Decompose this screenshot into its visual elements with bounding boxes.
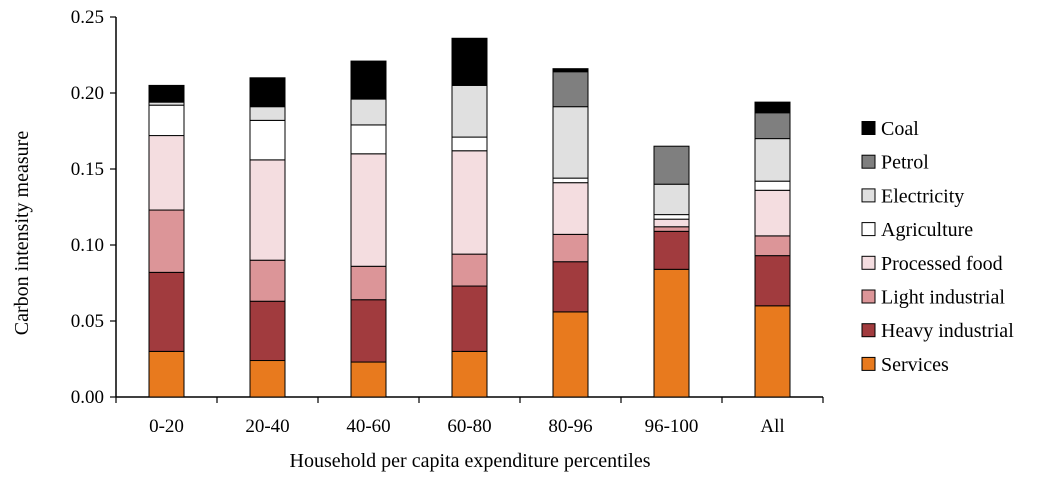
y-tick-label: 0.10	[71, 235, 104, 256]
bar-segment-heavy-industrial	[552, 261, 589, 313]
bar-segment-electricity	[653, 183, 690, 216]
x-axis-title: Household per capita expenditure percent…	[290, 450, 651, 472]
bar-segment-services	[552, 311, 589, 398]
bar-segment-heavy-industrial	[249, 300, 286, 362]
legend-label-agriculture: Agriculture	[881, 219, 973, 241]
bar-segment-coal	[249, 77, 286, 108]
bar-segment-processed-food	[451, 150, 488, 255]
y-axis: 0.00 0.05 0.10 0.15 0.20 0.25	[71, 7, 117, 408]
y-tick-label: 0.00	[71, 387, 104, 408]
bar-segment-light-industrial	[754, 235, 791, 257]
y-tick-label: 0.25	[71, 7, 104, 28]
x-tick-label: 40-60	[346, 416, 390, 437]
legend: Coal Petrol Electricity Agriculture Processe…	[861, 118, 1014, 376]
x-axis: 0-20 20-40 40-60 60-80 80-96 96-100 All	[115, 396, 824, 437]
bar-segment-coal	[552, 68, 589, 73]
bar-segment-services	[249, 360, 286, 398]
bar-segment-light-industrial	[249, 259, 286, 302]
legend-swatch-petrol	[861, 154, 876, 169]
bar-segment-agriculture	[552, 177, 589, 184]
bar-segment-light-industrial	[350, 265, 387, 301]
legend-swatch-heavy-industrial	[861, 323, 876, 338]
bar-segment-electricity	[552, 106, 589, 179]
legend-label-heavy-industrial: Heavy industrial	[881, 320, 1014, 342]
x-tick-label: 80-96	[548, 416, 592, 437]
legend-label-light-industrial: Light industrial	[881, 287, 1005, 309]
x-tick-label: 96-100	[645, 416, 699, 437]
legend-swatch-processed-food	[861, 255, 876, 270]
bar-segment-electricity	[249, 106, 286, 121]
bar-segment-heavy-industrial	[451, 285, 488, 352]
bar-segment-electricity	[754, 138, 791, 182]
legend-label-coal: Coal	[881, 118, 919, 140]
bar-segment-heavy-industrial	[653, 230, 690, 270]
bar-segment-coal	[350, 60, 387, 100]
bar-segment-processed-food	[552, 182, 589, 235]
bar-segment-processed-food	[148, 135, 185, 211]
bar-segment-services	[451, 350, 488, 398]
bar-segment-heavy-industrial	[148, 271, 185, 352]
bar-segment-electricity	[350, 98, 387, 126]
legend-swatch-services	[861, 356, 876, 371]
bar-segment-coal	[451, 37, 488, 86]
bar-segment-coal	[754, 101, 791, 114]
bar-segment-agriculture	[754, 180, 791, 191]
x-tick-label: 20-40	[245, 416, 289, 437]
bar-segment-petrol	[552, 71, 589, 108]
bar-segment-heavy-industrial	[350, 299, 387, 363]
y-tick-label: 0.05	[71, 311, 104, 332]
legend-swatch-coal	[861, 121, 876, 135]
legend-label-services: Services	[881, 354, 949, 376]
bar-segment-petrol	[754, 112, 791, 140]
x-tick-label: All	[760, 416, 784, 437]
legend-swatch-electricity	[861, 188, 876, 203]
bar-segment-light-industrial	[148, 209, 185, 273]
x-tick-label: 60-80	[447, 416, 491, 437]
bar-segment-light-industrial	[653, 226, 690, 232]
y-tick-label: 0.20	[71, 83, 104, 104]
bar-segment-processed-food	[350, 153, 387, 267]
legend-swatch-light-industrial	[861, 289, 876, 304]
bar-segment-processed-food	[754, 189, 791, 237]
bar-segment-light-industrial	[451, 253, 488, 287]
bar-segment-services	[653, 268, 690, 398]
bar-segment-processed-food	[249, 159, 286, 261]
bar-segment-heavy-industrial	[754, 255, 791, 307]
y-tick-label: 0.15	[71, 159, 104, 180]
bar-segment-agriculture	[148, 104, 185, 137]
bar-segment-light-industrial	[552, 233, 589, 263]
legend-label-petrol: Petrol	[881, 152, 929, 174]
bar-segment-processed-food	[653, 218, 690, 228]
x-tick-label: 0-20	[149, 416, 184, 437]
bar-segment-services	[350, 361, 387, 398]
bar-segment-agriculture	[653, 214, 690, 220]
legend-label-electricity: Electricity	[881, 185, 964, 207]
bar-segment-services	[148, 350, 185, 398]
bar-segment-agriculture	[249, 119, 286, 161]
y-axis-title: Carbon intensity measure	[11, 131, 33, 336]
legend-swatch-agriculture	[861, 222, 876, 237]
bar-segment-agriculture	[451, 136, 488, 152]
bar-segment-electricity	[451, 84, 488, 138]
legend-label-processed-food: Processed food	[881, 253, 1003, 275]
bars	[148, 37, 791, 398]
bar-segment-agriculture	[350, 124, 387, 155]
bar-segment-services	[754, 305, 791, 398]
bar-segment-petrol	[653, 145, 690, 185]
bar-segment-coal	[148, 84, 185, 103]
